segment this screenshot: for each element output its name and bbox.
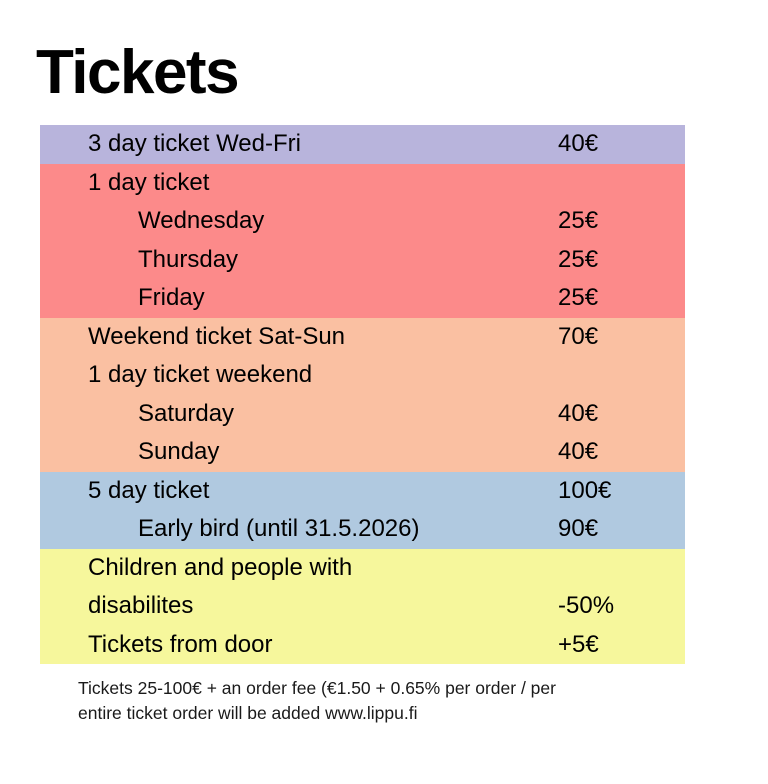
price-band-five-day-ticket: 5 day ticket 100€ Early bird (until 31.5.2… bbox=[40, 471, 685, 549]
ticket-label: Children and people with bbox=[88, 553, 353, 581]
table-row: 1 day ticket weekend bbox=[40, 356, 685, 395]
ticket-label: Tickets from door bbox=[88, 630, 273, 658]
price-band-weekend-ticket: Weekend ticket Sat-Sun 70€ 1 day ticket we… bbox=[40, 317, 685, 472]
ticket-label: Wednesday bbox=[138, 207, 265, 235]
ticket-price: 40€ bbox=[558, 130, 599, 158]
ticket-label: 3 day ticket Wed-Fri bbox=[88, 130, 301, 158]
ticket-label: disabilites bbox=[88, 592, 194, 620]
table-row: 3 day ticket Wed-Fri 40€ bbox=[40, 125, 685, 164]
ticket-price: 70€ bbox=[558, 322, 599, 350]
price-band-discounts: Children and people with disabilites -50% T… bbox=[40, 548, 685, 665]
table-row: Children and people with bbox=[40, 549, 685, 588]
ticket-label: 5 day ticket bbox=[88, 476, 210, 504]
footer-note-line-2: entire ticket order will be added www.li… bbox=[78, 703, 418, 724]
ticket-price-table: 3 day ticket Wed-Fri 40€ 1 day ticket Wedne… bbox=[40, 125, 685, 664]
table-row: Tickets from door +5€ bbox=[40, 626, 685, 665]
ticket-price: 25€ bbox=[558, 245, 599, 273]
ticket-label: 1 day ticket bbox=[88, 168, 210, 196]
table-row: 1 day ticket bbox=[40, 164, 685, 203]
ticket-price: 40€ bbox=[558, 399, 599, 427]
ticket-label: Sunday bbox=[138, 438, 220, 466]
ticket-price: 25€ bbox=[558, 207, 599, 235]
ticket-label: Saturday bbox=[138, 399, 235, 427]
footer-note-line-1: Tickets 25-100€ + an order fee (€1.50 + … bbox=[78, 678, 556, 698]
ticket-label: 1 day ticket weekend bbox=[88, 361, 313, 389]
table-row: Early bird (until 31.5.2026) 90€ bbox=[40, 510, 685, 549]
ticket-price: -50% bbox=[558, 592, 615, 620]
table-row: disabilites -50% bbox=[40, 587, 685, 626]
table-row: Friday 25€ bbox=[40, 279, 685, 318]
footer-note: Tickets 25-100€ + an order fee (€1.50 + … bbox=[78, 676, 678, 727]
table-row: Thursday 25€ bbox=[40, 241, 685, 280]
table-row: Sunday 40€ bbox=[40, 433, 685, 472]
ticket-label: Friday bbox=[138, 284, 205, 312]
ticket-price: 40€ bbox=[558, 438, 599, 466]
price-band-one-day-ticket: 1 day ticket Wednesday 25€ Thursday 25€ Frida… bbox=[40, 163, 685, 318]
table-row: 5 day ticket 100€ bbox=[40, 472, 685, 511]
ticket-price: 25€ bbox=[558, 284, 599, 312]
table-row: Weekend ticket Sat-Sun 70€ bbox=[40, 318, 685, 357]
ticket-price: +5€ bbox=[558, 630, 599, 658]
ticket-label: Thursday bbox=[138, 245, 239, 273]
page-title: Tickets bbox=[36, 38, 240, 107]
table-row: Wednesday 25€ bbox=[40, 202, 685, 241]
ticket-label: Early bird (until 31.5.2026) bbox=[138, 515, 420, 543]
table-row: Saturday 40€ bbox=[40, 395, 685, 434]
ticket-price: 100€ bbox=[558, 476, 612, 504]
ticket-price: 90€ bbox=[558, 515, 599, 543]
price-band-three-day-ticket: 3 day ticket Wed-Fri 40€ bbox=[40, 125, 685, 164]
ticket-label: Weekend ticket Sat-Sun bbox=[88, 322, 346, 350]
